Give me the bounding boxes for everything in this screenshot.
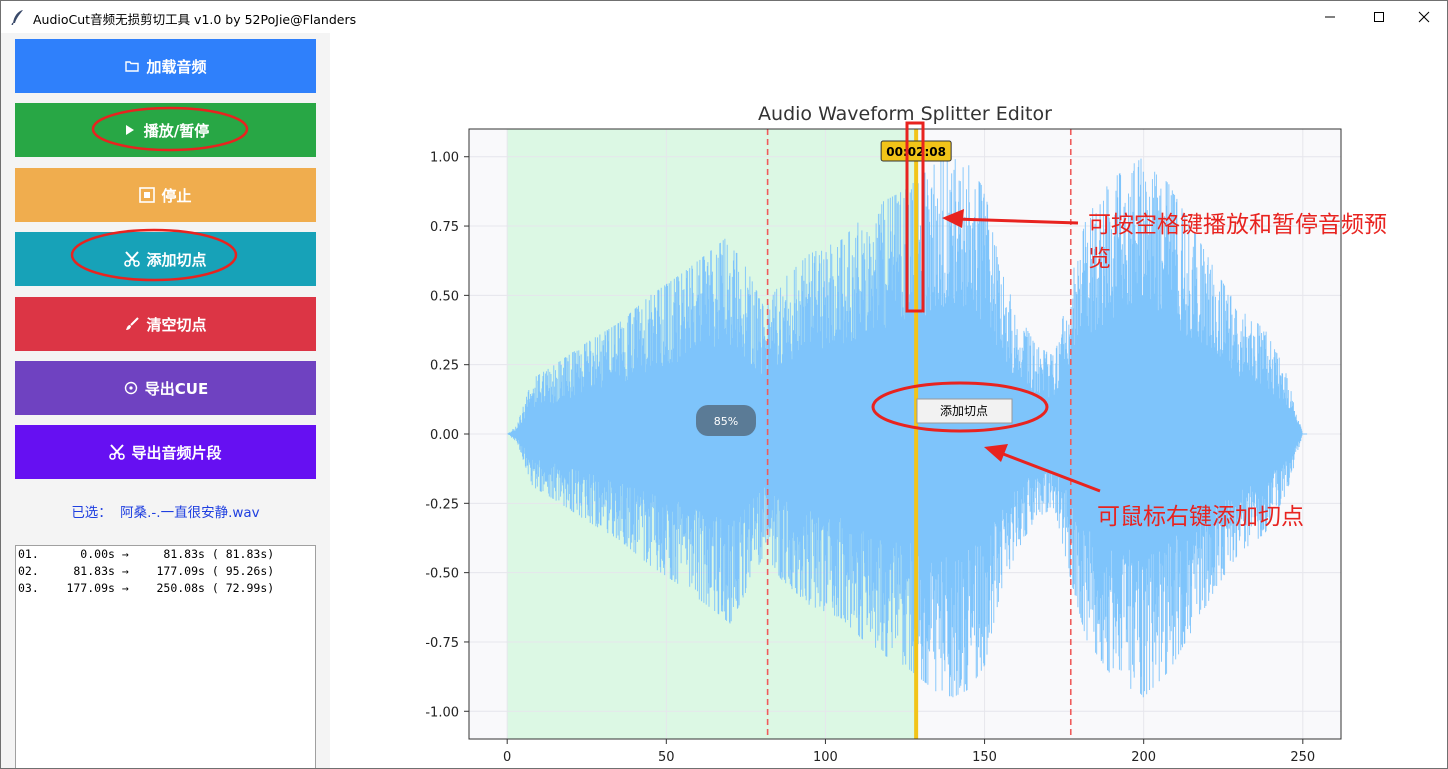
stop-icon bbox=[139, 187, 156, 203]
annotation-space-hint: 可按空格键播放和暂停音频预 览 bbox=[1088, 208, 1387, 276]
export-segments-label: 导出音频片段 bbox=[131, 443, 222, 462]
waveform-path bbox=[507, 158, 1303, 698]
annotation-context-ellipse bbox=[871, 381, 1049, 433]
play-pause-button[interactable]: 播放/暂停 bbox=[15, 103, 316, 157]
context-menu bbox=[916, 398, 1013, 424]
list-item[interactable]: 02. 81.83s → 177.09s ( 95.26s) bbox=[18, 564, 275, 578]
annotation-space-hint-line1: 可按空格键播放和暂停音频预 bbox=[1088, 212, 1387, 238]
y-tick-label: -0.75 bbox=[425, 636, 459, 651]
add-cutpoint-button[interactable]: 添加切点 bbox=[15, 232, 316, 286]
annotation-arrow-head bbox=[942, 209, 964, 228]
sidebar: 加载音频 播放/暂停 停止 添加切点 清空切点 导出CUE 导出音频片段 已选： bbox=[1, 33, 330, 768]
stop-button[interactable]: 停止 bbox=[15, 168, 316, 222]
load-audio-label: 加载音频 bbox=[146, 57, 207, 76]
annotation-arrow-line bbox=[954, 217, 1079, 225]
export-segments-button[interactable]: 导出音频片段 bbox=[15, 425, 316, 479]
scissors-icon bbox=[109, 444, 126, 460]
y-tick-label: -0.50 bbox=[425, 567, 459, 582]
export-cue-button[interactable]: 导出CUE bbox=[15, 361, 316, 415]
playhead-time-label: 00:02:08 bbox=[886, 145, 946, 159]
export-cue-label: 导出CUE bbox=[144, 379, 209, 398]
segment-list[interactable]: 01. 0.00s → 81.83s ( 81.83s) 02. 81.83s … bbox=[15, 545, 316, 768]
x-tick-label: 100 bbox=[813, 750, 838, 765]
maximize-icon bbox=[1374, 12, 1384, 22]
play-icon bbox=[122, 122, 138, 138]
x-tick-label: 150 bbox=[972, 750, 997, 765]
playhead-time-box bbox=[880, 140, 952, 162]
minimize-icon bbox=[1325, 16, 1335, 18]
context-menu-item-add-cutpoint[interactable]: 添加切点 bbox=[940, 404, 988, 418]
play-pause-label: 播放/暂停 bbox=[143, 121, 210, 140]
list-item[interactable]: 03. 177.09s → 250.08s ( 72.99s) bbox=[18, 581, 275, 595]
annotation-playhead-box bbox=[905, 121, 925, 313]
y-tick-label: 0.75 bbox=[430, 220, 459, 235]
scissors-icon bbox=[124, 251, 141, 267]
selected-file-line: 已选： 阿桑.-.一直很安静.wav bbox=[1, 501, 330, 521]
clear-cutpoints-label: 清空切点 bbox=[146, 315, 207, 334]
maximize-button[interactable] bbox=[1356, 1, 1402, 33]
load-audio-button[interactable]: 加载音频 bbox=[15, 39, 316, 93]
feather-icon bbox=[11, 9, 25, 26]
title-bar: AudioCut音频无损剪切工具 v1.0 by 52PoJie@Flander… bbox=[1, 1, 1447, 33]
x-tick-label: 200 bbox=[1131, 750, 1156, 765]
annotation-arrow-head bbox=[984, 444, 1008, 462]
annotation-space-hint-line2: 览 bbox=[1088, 246, 1111, 272]
annotation-rightclick-hint: 可鼠标右键添加切点 bbox=[1097, 504, 1304, 530]
progress-overlay-label: 85% bbox=[714, 415, 738, 428]
minimize-button[interactable] bbox=[1307, 1, 1353, 33]
y-tick-label: -0.25 bbox=[425, 497, 459, 512]
x-tick-label: 50 bbox=[658, 750, 675, 765]
clear-cutpoints-button[interactable]: 清空切点 bbox=[15, 297, 316, 351]
annotation-arrow-line bbox=[997, 450, 1101, 493]
chart-title: Audio Waveform Splitter Editor bbox=[758, 103, 1052, 125]
disc-icon bbox=[123, 380, 139, 396]
close-icon bbox=[1418, 11, 1430, 23]
brush-icon bbox=[124, 316, 140, 332]
folder-icon bbox=[124, 58, 140, 74]
y-tick-label: -1.00 bbox=[425, 705, 459, 720]
add-cutpoint-label: 添加切点 bbox=[146, 250, 207, 269]
window-title: AudioCut音频无损剪切工具 v1.0 by 52PoJie@Flander… bbox=[33, 12, 357, 27]
close-button[interactable] bbox=[1401, 1, 1447, 33]
y-tick-label: 0.50 bbox=[430, 289, 459, 304]
waveform-chart[interactable]: 00:02:08 0 50 100 150 200 250 1.00 0.75 0.50 0.25 0… bbox=[330, 33, 1447, 768]
stop-label: 停止 bbox=[161, 186, 192, 205]
selected-label: 已选： bbox=[71, 505, 112, 521]
x-tick-label: 250 bbox=[1290, 750, 1315, 765]
waveform-panel: 00:02:08 0 50 100 150 200 250 1.00 0.75 0.50 0.25 0… bbox=[330, 33, 1447, 768]
progress-overlay bbox=[696, 405, 756, 436]
x-tick-label: 0 bbox=[503, 750, 511, 765]
y-tick-label: 0.25 bbox=[430, 359, 459, 374]
y-tick-label: 1.00 bbox=[430, 151, 459, 166]
y-tick-label: 0.00 bbox=[430, 428, 459, 443]
list-item[interactable]: 01. 0.00s → 81.83s ( 81.83s) bbox=[18, 547, 275, 561]
selected-file-name: 阿桑.-.一直很安静.wav bbox=[120, 505, 260, 521]
